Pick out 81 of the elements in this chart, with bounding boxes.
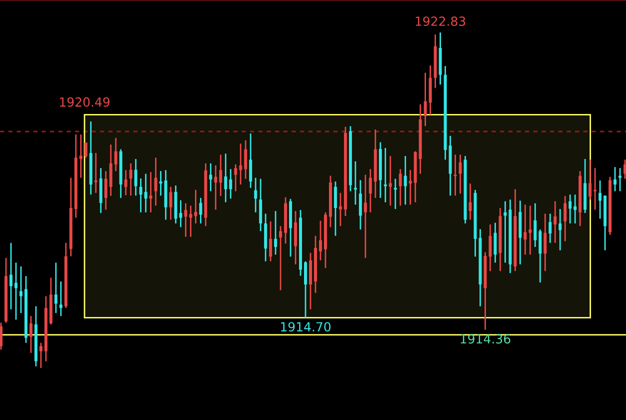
candlestick [354, 160, 357, 206]
candlestick [249, 132, 252, 189]
candlestick [548, 212, 552, 244]
candlestick [189, 204, 192, 238]
candlestick [598, 180, 602, 220]
candlestick [358, 179, 362, 230]
candlestick [404, 155, 407, 206]
candlestick [104, 170, 108, 210]
candlestick [334, 180, 337, 237]
candlestick [0, 322, 2, 350]
candlestick [234, 164, 238, 192]
candlestick [239, 142, 242, 186]
candlestick [59, 280, 62, 317]
candlestick [209, 162, 212, 192]
candlestick [318, 220, 322, 262]
candlestick [194, 189, 198, 224]
candlestick [294, 210, 298, 266]
candlestick [494, 222, 497, 264]
candlestick [54, 262, 58, 314]
candlestick [169, 186, 172, 220]
candlestick [124, 169, 128, 196]
candlestick [219, 154, 222, 197]
candlestick [139, 178, 142, 214]
candlestick [504, 200, 507, 264]
candlestick [384, 147, 387, 203]
candlestick [568, 194, 572, 224]
candlestick [39, 342, 42, 369]
candlestick [19, 266, 22, 314]
candlestick [398, 168, 402, 206]
candlestick [14, 262, 18, 320]
candlestick [364, 174, 367, 259]
candlestick [184, 202, 188, 238]
candlestick [488, 224, 492, 272]
candlestick [388, 155, 392, 206]
candlestick [179, 200, 182, 228]
candlestick [534, 202, 537, 248]
annotation: 1920.49 [60, 97, 110, 107]
candlestick [408, 169, 412, 206]
candlestick [214, 164, 218, 210]
annotation: 1922.83 [416, 16, 466, 26]
candlestick [424, 72, 427, 127]
candlestick [79, 134, 82, 178]
candlestick [558, 208, 562, 251]
candlestick [554, 200, 557, 244]
candlestick [224, 152, 228, 203]
candlestick [84, 142, 88, 158]
candlestick [338, 192, 342, 227]
candlestick [159, 170, 162, 196]
candlestick [199, 197, 202, 224]
candlestick [144, 173, 148, 214]
candlestick [9, 242, 12, 310]
annotation: 1914.36 [460, 334, 510, 344]
candlestick [304, 260, 308, 318]
candlestick [94, 152, 98, 194]
candlestick [458, 154, 462, 194]
candlestick [538, 228, 542, 284]
candlestick [134, 158, 138, 196]
candlestick [544, 212, 547, 272]
candlestick [254, 177, 258, 214]
candlestick [114, 137, 118, 172]
candlestick [244, 140, 248, 180]
candlestick [524, 204, 527, 256]
candlestick [259, 178, 262, 232]
candlestick [368, 168, 372, 214]
candlestick [279, 225, 282, 291]
candlestick [229, 168, 232, 200]
candlestick [269, 220, 272, 262]
candlestick [614, 166, 617, 192]
candlestick [618, 167, 622, 192]
candlestick [624, 158, 626, 180]
candlestick [588, 158, 592, 200]
candlestick [528, 204, 532, 256]
candlestick [394, 178, 397, 210]
candlestick [29, 315, 32, 354]
candlestick [564, 195, 567, 242]
candlestick [129, 162, 132, 196]
annotation: 1914.70 [281, 322, 331, 332]
candlestick [274, 210, 278, 256]
candlestick [109, 144, 112, 197]
candlestick [574, 194, 577, 224]
candlestick [149, 171, 152, 214]
